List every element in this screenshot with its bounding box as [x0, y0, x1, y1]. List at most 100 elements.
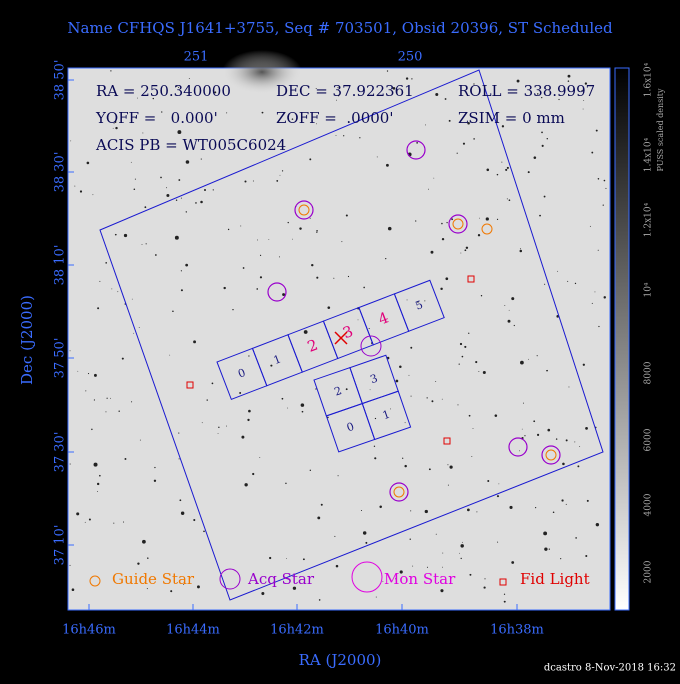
aimpoint [334, 331, 348, 345]
star [137, 562, 140, 565]
guide-stars [298, 204, 557, 498]
star [110, 70, 112, 72]
y-tick-label: 38 10' [53, 245, 68, 286]
star [472, 428, 474, 429]
star [166, 193, 170, 197]
star [598, 325, 600, 328]
star [557, 270, 559, 272]
star [567, 80, 570, 82]
star [395, 578, 396, 580]
star [513, 324, 515, 327]
star [386, 70, 389, 72]
colorbar-tick-label: 1.2x10⁴ [644, 202, 654, 237]
star [426, 397, 428, 399]
fid-light [467, 275, 475, 283]
star [435, 533, 437, 535]
star [99, 474, 101, 477]
star [595, 129, 598, 132]
star [466, 508, 470, 512]
star [79, 190, 83, 193]
star [441, 237, 445, 241]
star [309, 217, 311, 219]
acq-star [294, 200, 314, 220]
star [448, 119, 451, 122]
colorbar-tick-label: 4000 [644, 493, 654, 516]
colorbar [614, 67, 630, 611]
star [451, 218, 454, 221]
star [247, 418, 250, 422]
star [175, 199, 178, 201]
star [214, 91, 217, 94]
star [392, 87, 396, 90]
star [589, 225, 591, 227]
star-field [69, 70, 607, 603]
star [371, 343, 373, 345]
star [227, 228, 230, 231]
star [147, 557, 149, 559]
star [541, 131, 543, 134]
star [504, 305, 506, 306]
star [172, 310, 174, 313]
star [594, 291, 596, 293]
guide-star [481, 223, 493, 235]
star [252, 180, 254, 182]
star [475, 360, 478, 364]
legend-fid: Fid Light [520, 570, 590, 588]
star [503, 593, 506, 595]
star [460, 557, 462, 560]
colorbar-tick-label: 2000 [644, 560, 654, 583]
star [170, 590, 173, 593]
star [406, 299, 408, 301]
star [494, 414, 498, 417]
star [178, 86, 180, 88]
star [115, 126, 118, 130]
star [511, 561, 515, 564]
x-tick-label: 16h44m [166, 623, 220, 638]
star [93, 373, 97, 377]
star [440, 287, 443, 291]
star [166, 187, 168, 189]
star [92, 194, 94, 196]
star [131, 298, 133, 300]
acq-stars [267, 140, 561, 502]
star [390, 408, 391, 410]
star [431, 400, 434, 403]
y-tick-label: 38 50' [53, 60, 68, 101]
star [282, 293, 286, 296]
i-array: 2 3 0 1 [313, 354, 412, 453]
star [591, 302, 593, 304]
star [337, 87, 339, 89]
star [135, 117, 137, 119]
star [315, 88, 317, 89]
star [93, 462, 98, 467]
star [195, 202, 197, 204]
star [160, 176, 162, 179]
star [487, 479, 490, 482]
star [336, 99, 338, 101]
ccd-label: 2 [333, 384, 344, 399]
star [435, 381, 437, 383]
star [544, 547, 548, 551]
star [88, 518, 91, 521]
star [591, 151, 594, 154]
star [281, 397, 284, 400]
star [212, 189, 214, 191]
star [138, 327, 140, 328]
star [424, 300, 426, 302]
star [359, 137, 361, 139]
acq-star [389, 482, 409, 502]
star [316, 230, 318, 232]
star [579, 446, 581, 447]
star [259, 457, 261, 458]
ccd-label: 3 [368, 372, 379, 387]
star [200, 200, 203, 204]
star [574, 441, 576, 443]
star [154, 254, 157, 256]
star [519, 249, 523, 253]
star [602, 204, 604, 206]
star [486, 168, 490, 172]
star [605, 187, 607, 189]
star [161, 111, 163, 113]
star [133, 188, 136, 190]
star [509, 505, 513, 510]
